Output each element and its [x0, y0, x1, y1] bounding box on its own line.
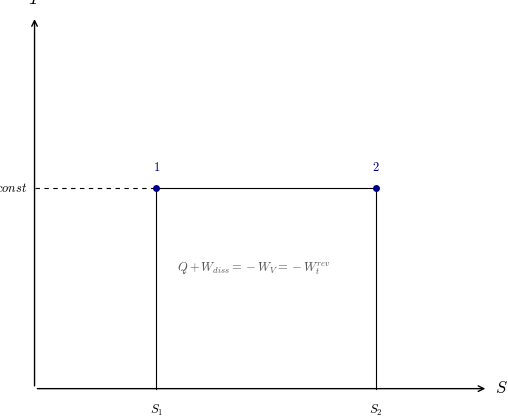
Text: $T = const$: $T = const$ — [0, 182, 27, 195]
Text: $S_2$: $S_2$ — [369, 403, 383, 417]
Text: $1$: $1$ — [153, 161, 160, 174]
Text: $Q + W_{diss} = -W_V = -W_t^{rev}$: $Q + W_{diss} = -W_V = -W_t^{rev}$ — [177, 260, 331, 277]
Text: $S$: $S$ — [495, 380, 508, 397]
Text: $T$: $T$ — [27, 0, 42, 8]
Text: $2$: $2$ — [372, 161, 380, 174]
Text: $S_1$: $S_1$ — [150, 403, 163, 417]
